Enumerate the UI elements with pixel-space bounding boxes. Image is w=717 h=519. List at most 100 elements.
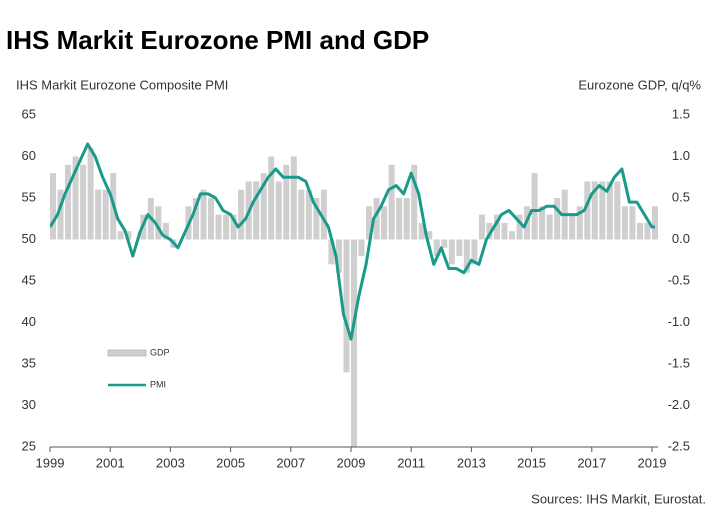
x-tick-label: 2015 [517,455,546,470]
gdp-bar [396,198,403,240]
gdp-bar [486,222,493,240]
gdp-bar [426,231,433,240]
gdp-bar [606,181,613,240]
x-tick-label: 2007 [276,455,305,470]
gdp-bar [253,181,260,240]
y-tick-label: 50 [22,231,36,246]
gdp-bar [599,181,606,240]
gdp-bar [230,214,237,240]
y2-tick-label: -2.0 [668,397,690,412]
gdp-bar [441,239,448,248]
plot-area [50,142,658,447]
x-tick-label: 2005 [216,455,245,470]
gdp-bar [531,173,538,240]
gdp-bar [65,164,72,240]
gdp-bar [621,206,628,240]
gdp-bar [87,148,94,240]
gdp-bar [373,198,380,240]
gdp-bar [591,181,598,240]
gdp-bar [155,206,162,240]
x-tick-label: 1999 [36,455,65,470]
y-tick-label: 45 [22,272,36,287]
gdp-bar [238,189,245,240]
gdp-bar [411,164,418,240]
gdp-bar [162,222,169,240]
gdp-bar [478,214,485,240]
x-tick-label: 2001 [96,455,125,470]
gdp-bar [539,206,546,240]
gdp-bar [268,156,275,240]
gdp-bar [343,239,350,373]
gdp-bar [95,189,102,240]
pmi-line [50,142,655,341]
gdp-bar [313,198,320,240]
x-tick-label: 2003 [156,455,185,470]
y2-tick-label: -1.5 [668,355,690,370]
gdp-bar [644,222,651,240]
gdp-bar [328,239,335,265]
gdp-bar [320,189,327,240]
y-tick-label: 65 [22,106,36,121]
gdp-bar [501,222,508,240]
gdp-bar [629,206,636,240]
gdp-bar [456,239,463,257]
gdp-bar [57,189,64,240]
y-tick-label: 35 [22,355,36,370]
gdp-bar [554,198,561,240]
gdp-bar [102,189,109,240]
y-axis-label: IHS Markit Eurozone Composite PMI [16,77,228,92]
gdp-bar [418,222,425,240]
y-tick-label: 60 [22,148,36,163]
gdp-bar [283,164,290,240]
y-tick-label: 40 [22,314,36,329]
gdp-bar [305,189,312,240]
gdp-bar [651,206,658,240]
x-tick-label: 2013 [457,455,486,470]
y2-tick-label: 1.0 [672,148,690,163]
y2-tick-label: -0.5 [668,272,690,287]
gdp-bar [72,156,79,240]
gdp-bar [298,189,305,240]
y2-tick-label: -2.5 [668,438,690,453]
gdp-bar [117,231,124,240]
gdp-bar [290,156,297,240]
y2-tick-label: 1.5 [672,106,690,121]
y-tick-label: 25 [22,438,36,453]
y2-tick-label: 0.0 [672,231,690,246]
x-tick-label: 2017 [577,455,606,470]
gdp-bar [358,239,365,257]
gdp-bar [50,173,57,240]
gdp-bar [448,239,455,265]
chart-title: IHS Markit Eurozone PMI and GDP [6,25,429,55]
gdp-bar [403,198,410,240]
gdp-bar [335,239,342,273]
gdp-bar [463,239,470,273]
gdp-bar [516,214,523,240]
gdp-bar [260,173,267,240]
legend-label: GDP [150,347,170,357]
gdp-bar [584,181,591,240]
gdp-bar [388,164,395,240]
y-tick-label: 55 [22,189,36,204]
y2-tick-label: -1.0 [668,314,690,329]
gdp-bar [614,181,621,240]
gdp-bar [192,198,199,240]
source: Sources: IHS Markit, Eurostat. [531,491,706,506]
x-tick-label: 2011 [397,455,425,470]
gdp-bar [80,164,87,240]
gdp-bar [636,222,643,240]
gdp-bar [471,239,478,265]
y2-axis-label: Eurozone GDP, q/q% [578,77,701,92]
gdp-bar [200,189,207,240]
gdp-bar [576,206,583,240]
gdp-bar [215,214,222,240]
gdp-bar [208,198,215,240]
legend-swatch [107,349,147,357]
x-tick-label: 2009 [337,455,366,470]
gdp-bar [546,214,553,240]
y2-tick-label: 0.5 [672,189,690,204]
gdp-bar [509,231,516,240]
gdp-bar [433,239,440,257]
gdp-bar [125,231,132,240]
gdp-bar [350,239,358,447]
